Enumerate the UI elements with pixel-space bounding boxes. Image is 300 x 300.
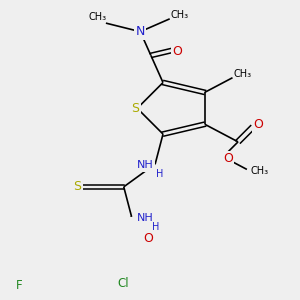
Text: N: N xyxy=(136,25,145,38)
Text: S: S xyxy=(74,180,82,193)
Text: F: F xyxy=(16,279,23,292)
Text: S: S xyxy=(131,102,139,115)
Text: O: O xyxy=(172,45,182,58)
Text: O: O xyxy=(223,152,233,166)
Text: H: H xyxy=(152,222,160,232)
Text: NH: NH xyxy=(137,213,154,223)
Text: NH: NH xyxy=(137,160,154,170)
Text: H: H xyxy=(156,169,164,179)
Text: O: O xyxy=(143,232,153,245)
Text: CH₃: CH₃ xyxy=(89,12,107,22)
Text: Cl: Cl xyxy=(117,277,129,290)
Text: CH₃: CH₃ xyxy=(170,10,189,20)
Text: CH₃: CH₃ xyxy=(233,69,251,79)
Text: CH₃: CH₃ xyxy=(250,166,269,176)
Text: O: O xyxy=(253,118,263,131)
